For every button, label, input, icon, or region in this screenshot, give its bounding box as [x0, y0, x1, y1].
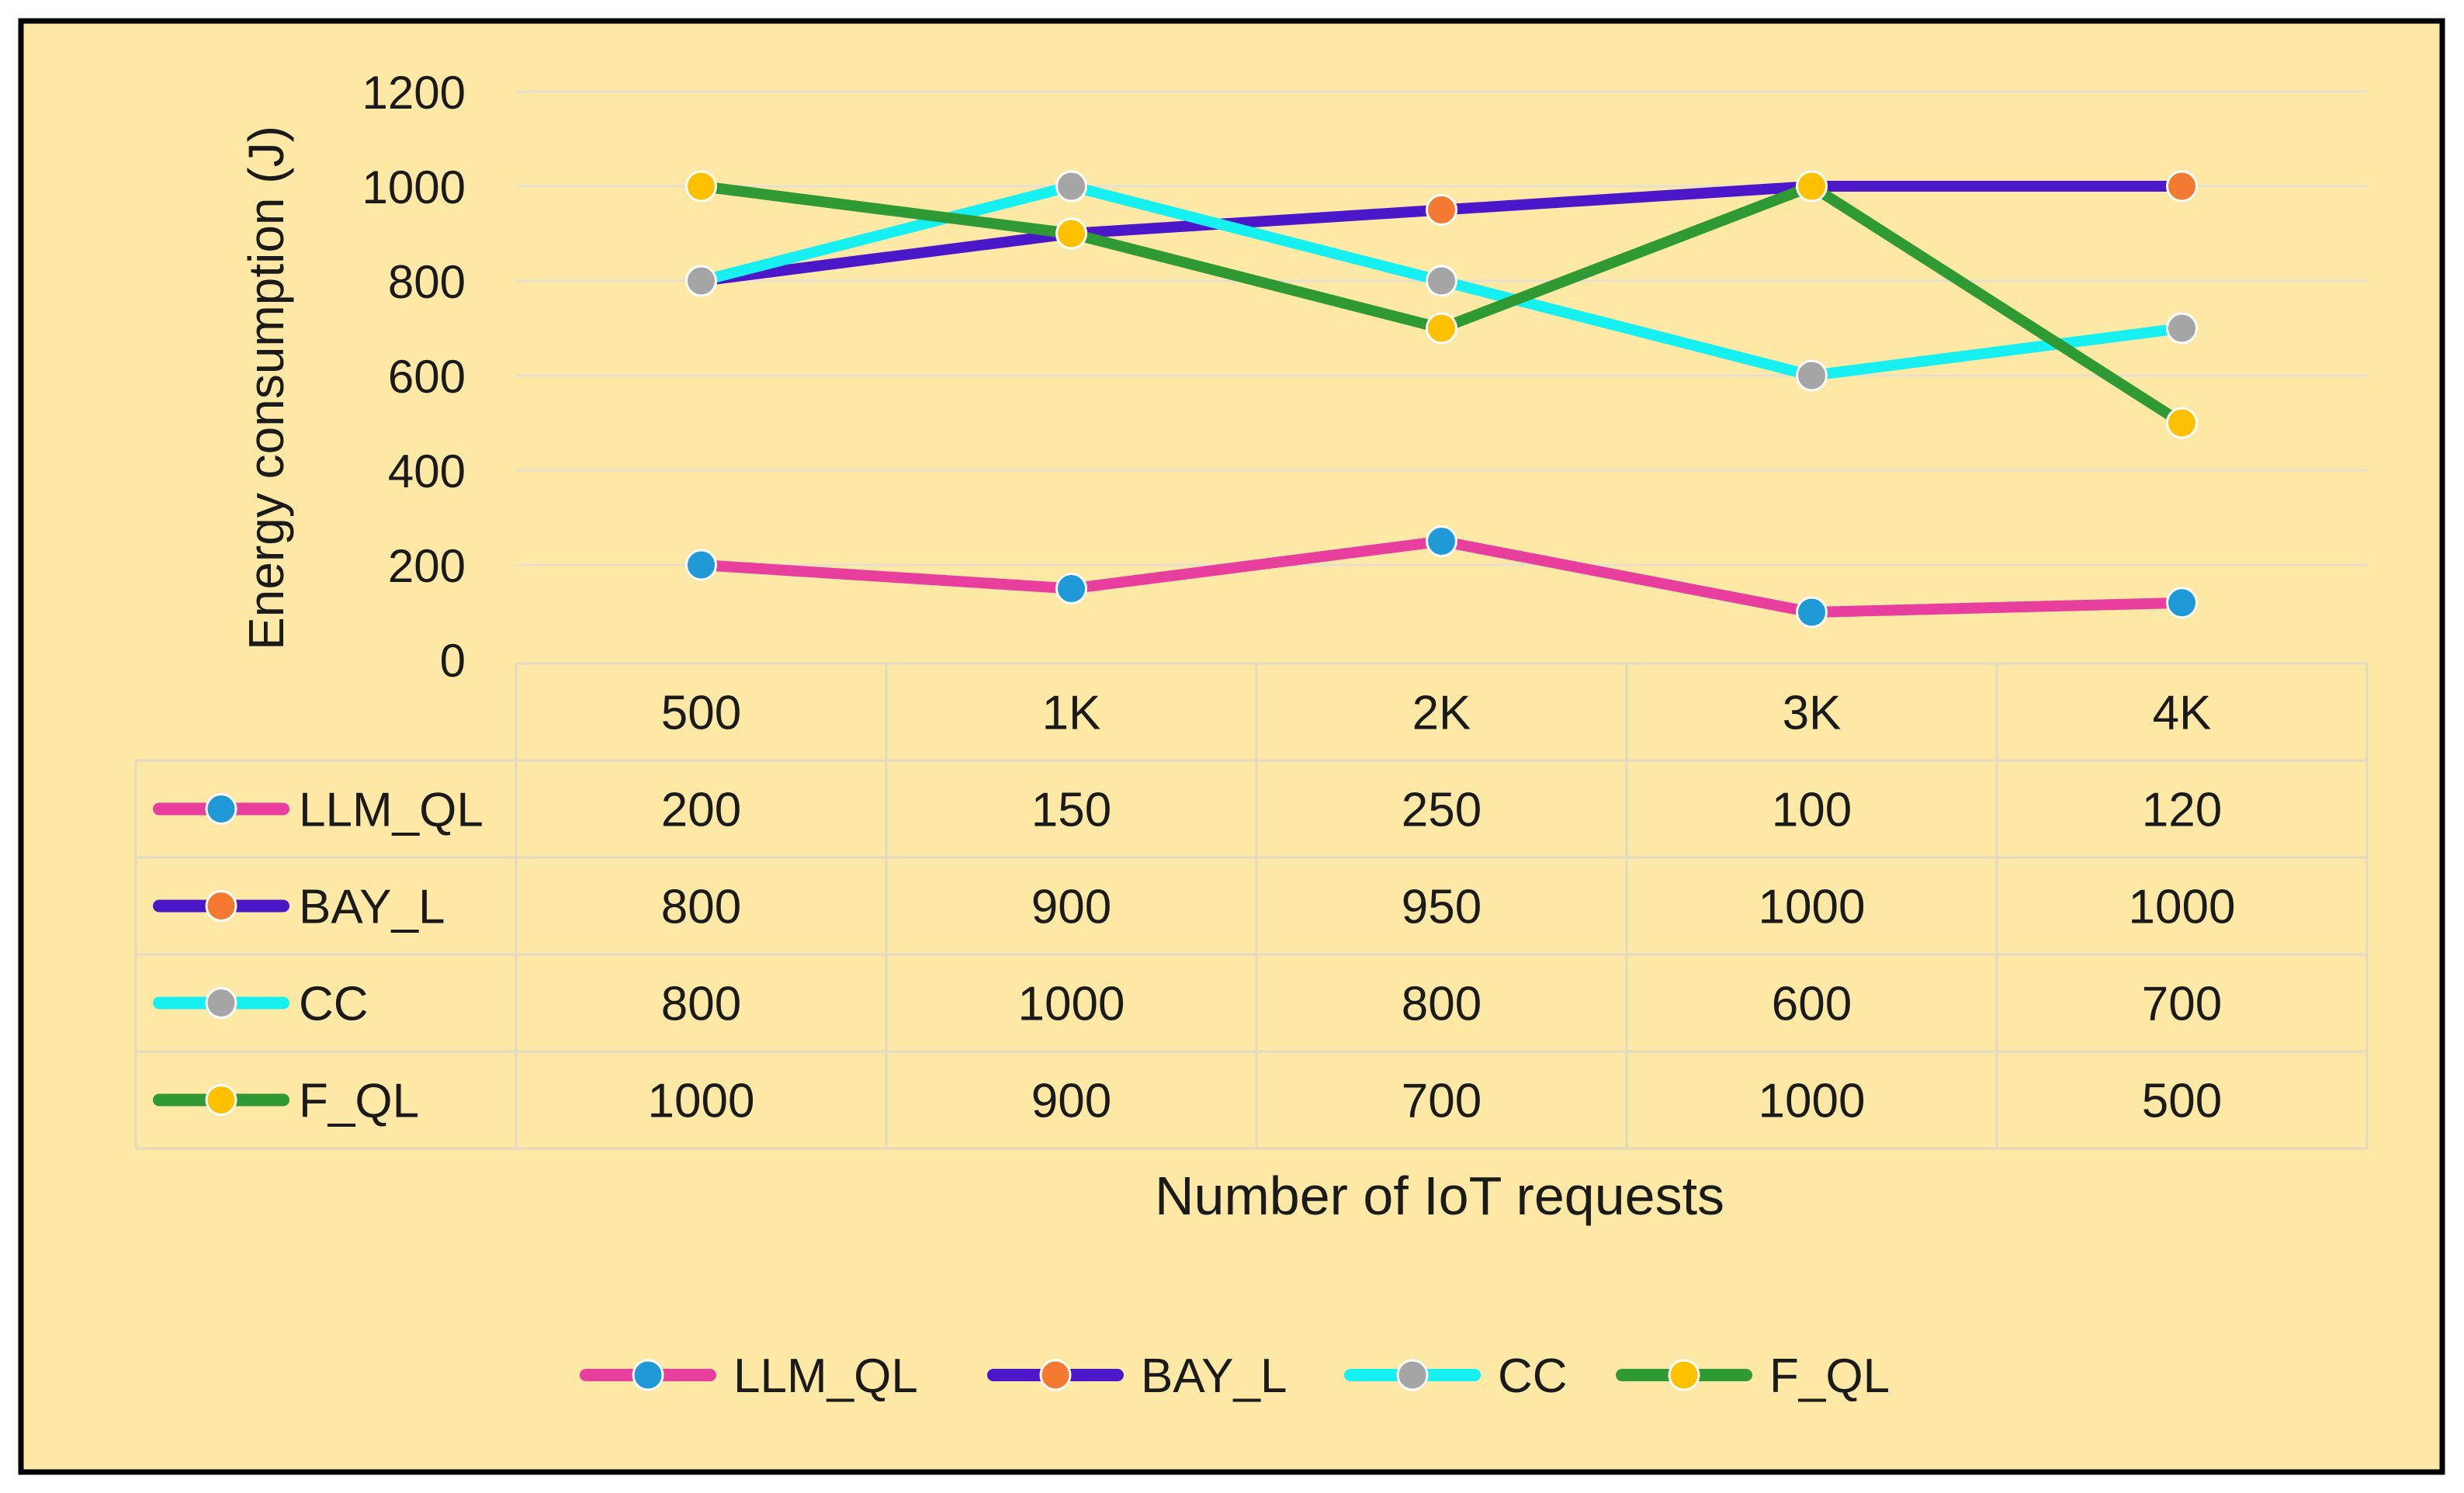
data-label: 1000 [2129, 881, 2236, 934]
legend-key-marker-llm_ql [632, 1359, 664, 1391]
data-label: 200 [661, 784, 741, 837]
legend-key-marker-cc [1396, 1359, 1429, 1391]
table-legend-key-marker [205, 1084, 237, 1116]
chart-background [18, 18, 2445, 1475]
y-tick-label: 600 [388, 351, 466, 403]
data-label: 700 [2142, 978, 2222, 1031]
table-legend-key-marker [205, 890, 237, 922]
y-tick-label: 1200 [362, 67, 466, 119]
data-point-f_ql [2166, 407, 2198, 439]
data-point-llm_ql [1055, 573, 1087, 604]
data-label: 800 [1402, 978, 1482, 1031]
table-row-label: CC [299, 978, 369, 1031]
data-label: 1000 [648, 1075, 755, 1128]
x-tick-label: 500 [661, 687, 741, 740]
data-label: 950 [1402, 881, 1482, 934]
data-point-cc [1796, 359, 1828, 392]
legend-label: F_QL [1769, 1349, 1890, 1403]
data-label: 250 [1402, 784, 1482, 837]
data-label: 1000 [1759, 881, 1866, 934]
table-row-label: F_QL [299, 1075, 419, 1128]
x-axis-title: Number of IoT requests [1155, 1166, 1724, 1226]
data-point-bay_l [2166, 170, 2198, 203]
legend-key-marker-f_ql [1668, 1359, 1700, 1391]
y-tick-label: 800 [388, 256, 466, 308]
data-label: 150 [1031, 784, 1111, 837]
gridlines [516, 90, 2367, 566]
y-axis-ticks: 0 200 400 600 800 1000 1200 [362, 67, 466, 687]
y-tick-label: 400 [388, 445, 466, 497]
y-tick-label: 200 [388, 540, 466, 592]
data-label: 1000 [1018, 978, 1125, 1031]
data-label: 600 [1772, 978, 1852, 1031]
table-row-label: BAY_L [299, 881, 445, 934]
legend-label: CC [1498, 1349, 1568, 1403]
data-point-f_ql [1796, 170, 1828, 203]
legend-label: LLM_QL [733, 1349, 918, 1403]
y-axis-title: Energy consumption (J) [238, 126, 294, 650]
x-tick-label: 2K [1412, 687, 1471, 740]
data-table: 500 1K 2K 3K 4K LLM_QL 200 150 250 100 120 BAY_L 800… [134, 662, 2369, 1150]
data-label: 900 [1031, 881, 1111, 934]
data-point-cc [685, 265, 717, 297]
data-point-llm_ql [1796, 596, 1828, 629]
table-row-label: LLM_QL [299, 784, 483, 837]
x-tick-label: 1K [1042, 687, 1101, 740]
y-tick-label: 1000 [362, 161, 466, 213]
x-tick-label: 3K [1783, 687, 1842, 740]
data-label: 500 [2142, 1075, 2222, 1128]
x-tick-label: 4K [2153, 687, 2212, 740]
data-label: 800 [661, 881, 741, 934]
legend-label: BAY_L [1141, 1349, 1287, 1403]
data-label: 120 [2142, 784, 2222, 837]
data-point-cc [1426, 265, 1457, 297]
data-point-llm_ql [1426, 525, 1457, 557]
legend: LLM_QL BAY_L CC F_QL [580, 1349, 1890, 1403]
data-point-f_ql [1055, 217, 1087, 250]
table-legend-key-marker [205, 793, 237, 825]
series-lines [685, 170, 2198, 629]
data-point-llm_ql [2166, 587, 2198, 619]
data-point-cc [2166, 312, 2198, 345]
y-tick-label: 0 [440, 635, 466, 687]
data-point-bay_l [1426, 194, 1457, 226]
data-point-f_ql [685, 170, 717, 203]
data-point-cc [1055, 170, 1087, 203]
data-label: 1000 [1759, 1075, 1866, 1128]
data-label: 900 [1031, 1075, 1111, 1128]
data-label: 800 [661, 978, 741, 1031]
legend-key-marker-bay_l [1039, 1359, 1072, 1391]
data-point-f_ql [1426, 312, 1457, 345]
table-legend-key-marker [205, 987, 237, 1019]
data-point-llm_ql [685, 549, 717, 581]
data-label: 700 [1402, 1075, 1482, 1128]
data-label: 100 [1772, 784, 1852, 837]
